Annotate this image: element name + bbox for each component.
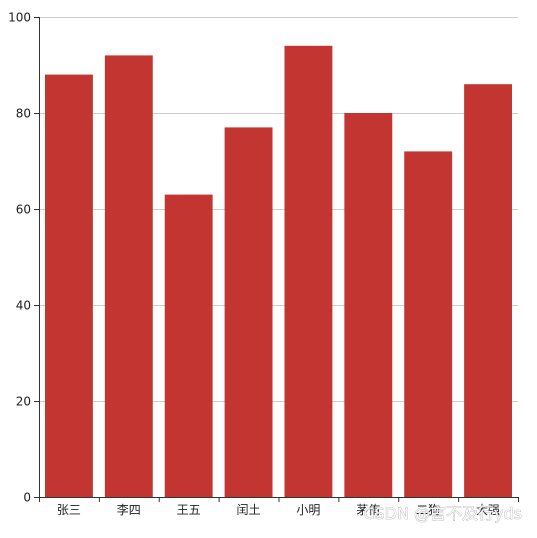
bar [164,194,213,497]
watermark: CSDN @言不及行yds [363,504,522,523]
bar [104,55,153,498]
bar [44,74,93,497]
x-tick-label: 王五 [177,503,201,517]
y-axis-ticks: 0 20 40 60 80 100 [8,11,39,505]
y-tick-label: 0 [23,491,31,505]
x-tick-label: 大强 [476,503,500,517]
x-axis-ticks: 张三 李四 王五 闰土 小明 茅侑 二狗 大强 [39,497,519,517]
bar [224,127,273,498]
x-tick-label: 闰土 [237,503,261,517]
x-tick-label: 二狗 [416,503,440,517]
y-tick-label: 100 [8,11,31,25]
x-tick-label: 茅侑 [356,503,380,517]
y-tick-label: 20 [16,395,31,409]
bar [464,84,513,497]
y-tick-label: 80 [16,107,31,121]
y-tick-label: 40 [16,299,31,313]
y-tick-label: 60 [16,203,31,217]
bars [44,45,513,498]
x-tick-label: 李四 [117,502,141,517]
bar [344,113,393,497]
bar [284,45,333,498]
x-tick-label: 小明 [296,503,320,517]
x-tick-label: 张三 [57,503,81,517]
bar [404,151,453,497]
